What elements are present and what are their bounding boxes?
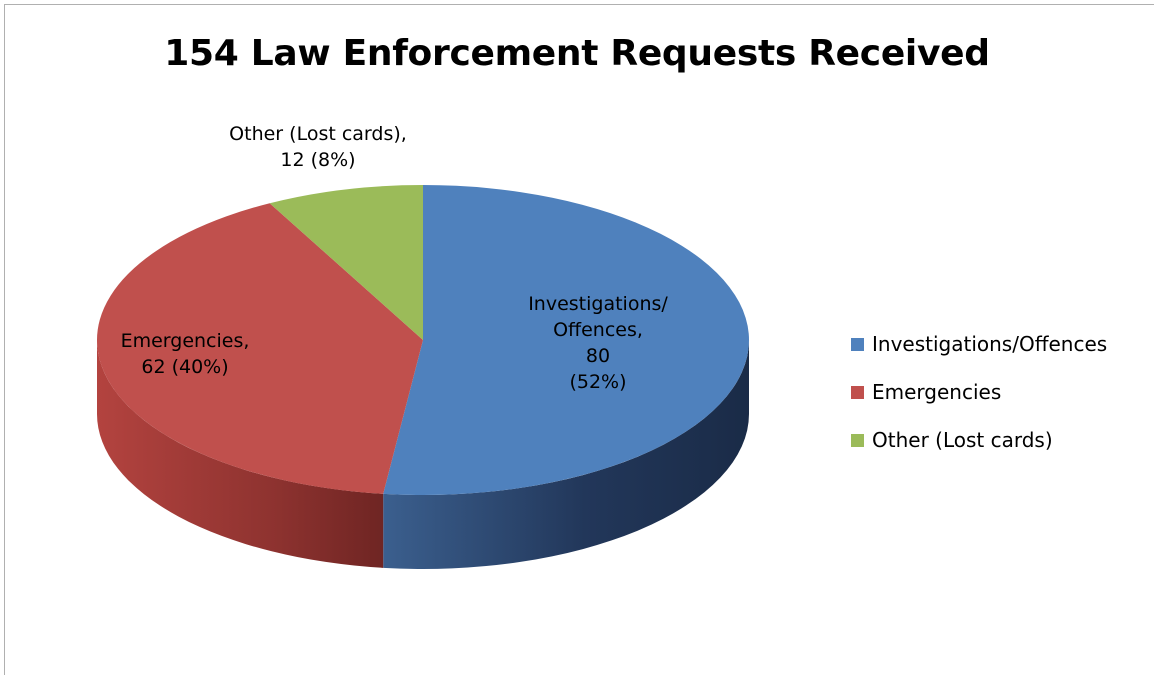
legend-item-investigations: Investigations/Offences xyxy=(851,320,1107,368)
data-label-investigations: Investigations/Offences, 80 (52%) xyxy=(528,293,668,393)
pie-side-investigations xyxy=(383,340,749,569)
data-label-line: 80 xyxy=(586,345,610,367)
data-labels: Investigations/Offences, 80 (52%) Emergenci… xyxy=(121,123,669,393)
legend-swatch xyxy=(851,337,864,351)
pie-slice-other xyxy=(269,185,423,340)
legend-label: Investigations/Offences xyxy=(872,332,1108,356)
legend-item-emergencies: Emergencies xyxy=(851,368,1107,416)
legend-item-other: Other (Lost cards) xyxy=(851,416,1107,464)
legend-label: Other (Lost cards) xyxy=(872,428,1053,452)
chart-frame xyxy=(4,4,1154,675)
pie-slice-emergencies xyxy=(97,203,424,494)
pie-side-emergencies xyxy=(97,340,384,568)
data-label-line: Offences, xyxy=(553,319,643,341)
legend: Investigations/Offences Emergencies Othe… xyxy=(851,320,1107,464)
data-label-line: Investigations/ xyxy=(528,293,668,315)
data-label-emergencies: Emergencies, 62 (40%) xyxy=(121,330,250,378)
data-label-line: (52%) xyxy=(569,371,626,393)
data-label-line: 62 (40%) xyxy=(141,356,228,378)
legend-swatch xyxy=(851,385,864,399)
pie-slice-investigations xyxy=(383,185,749,495)
legend-swatch xyxy=(851,433,864,447)
pie-sides xyxy=(97,340,749,569)
data-label-line: Emergencies, xyxy=(121,330,250,352)
chart-title: 154 Law Enforcement Requests Received xyxy=(164,33,990,74)
pie-tops xyxy=(97,185,749,495)
legend-label: Emergencies xyxy=(872,380,1002,404)
data-label-line: 12 (8%) xyxy=(280,149,355,171)
data-label-line: Other (Lost cards), xyxy=(229,123,407,145)
data-label-other: Other (Lost cards), 12 (8%) xyxy=(229,123,407,171)
